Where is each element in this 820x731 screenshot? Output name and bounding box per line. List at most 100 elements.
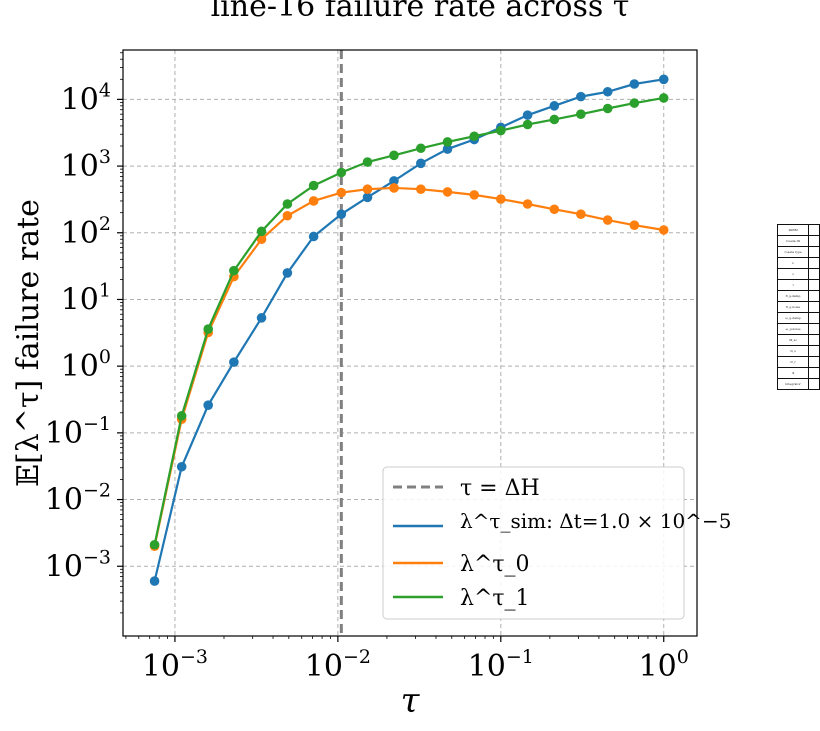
param-key: PARM — [776, 224, 810, 236]
series-0-point — [416, 158, 426, 169]
series-1-point — [336, 187, 347, 198]
param-key: integrator — [776, 378, 810, 390]
series-1-point — [576, 209, 586, 219]
legend-vline-label: τ = ΔH — [460, 476, 540, 501]
param-value — [808, 257, 820, 269]
y-tick-label: 10−1 — [45, 413, 111, 451]
param-row: τ — [776, 279, 820, 291]
series-2-point — [416, 143, 426, 154]
series-0-point — [629, 79, 640, 89]
series-0-point — [336, 209, 347, 219]
param-row: Φ — [776, 367, 820, 379]
param-row: PARM — [776, 224, 820, 236]
legend-sim-label: λ^τ_sim: Δt=1.0 × 10^−5 — [460, 509, 731, 533]
x-axis-ticks: 10−3 10−2 10−1 100 — [125, 636, 689, 684]
series-2-point — [176, 411, 187, 421]
series-1-point — [282, 210, 293, 221]
series-2-point — [522, 119, 533, 130]
param-key: λ — [776, 257, 810, 269]
series-0-point — [602, 86, 613, 97]
series-0-point — [256, 313, 267, 323]
param-value — [808, 224, 820, 236]
param-row: integrator — [776, 378, 820, 390]
param-key: ω_g-damp — [776, 312, 810, 324]
series-0-point — [658, 74, 669, 85]
series-1-point — [522, 199, 533, 209]
series-1-point — [549, 204, 560, 215]
param-key: D_r — [776, 356, 810, 368]
param-value — [808, 235, 820, 247]
x-tick-label: 10−3 — [142, 646, 208, 684]
param-key: θ_g-noise — [776, 301, 810, 313]
series-2-point — [576, 109, 586, 119]
series-1-point — [602, 215, 613, 225]
series-2-point — [389, 150, 399, 161]
param-row: θ_g-damp — [776, 290, 820, 302]
series-0-point — [149, 576, 160, 586]
series-1-point — [308, 196, 319, 206]
param-value — [808, 268, 820, 280]
y-tick-label: 101 — [61, 279, 111, 317]
param-key: roseta ID — [776, 235, 810, 247]
series-1-point — [389, 183, 399, 193]
param-value — [808, 378, 820, 390]
param-key: ε — [776, 268, 810, 280]
series-0-point — [389, 176, 399, 186]
param-key: roseta type — [776, 246, 810, 258]
series-2-point — [203, 324, 213, 334]
param-value — [808, 279, 820, 291]
series-2-point — [308, 180, 319, 191]
series-0-point — [362, 192, 373, 203]
x-tick-label: 10−2 — [305, 646, 371, 684]
plot-frame — [122, 49, 698, 637]
y-tick-label: 104 — [61, 79, 111, 117]
series-1-point — [496, 194, 506, 204]
series-2-point — [149, 539, 160, 550]
y-tick-label: 10−3 — [45, 546, 111, 584]
chart-title: line-16 failure rate across τ — [211, 0, 630, 24]
param-row: roseta type — [776, 246, 820, 258]
param-value — [808, 356, 820, 368]
series-group — [149, 74, 669, 586]
series-1-point — [256, 234, 267, 245]
param-row: ε — [776, 268, 820, 280]
param-row: ω_g-damp — [776, 312, 820, 324]
series-2-point — [629, 98, 640, 108]
series-1-point — [629, 220, 640, 230]
param-row: D_r — [776, 356, 820, 368]
series-2-point — [549, 114, 560, 125]
param-key: θ_g-damp — [776, 290, 810, 302]
series-2-point — [469, 131, 480, 142]
series-0-point — [203, 400, 213, 410]
series-0-point — [522, 110, 533, 120]
param-key: τ — [776, 279, 810, 291]
series-2-point — [256, 226, 267, 237]
param-value — [808, 345, 820, 357]
series-1-point — [469, 190, 480, 200]
param-row: roseta ID — [776, 235, 820, 247]
param-value — [808, 290, 820, 302]
y-axis-ticks: 10−3 10−2 10−1 100 101 102 103 104 — [45, 52, 123, 614]
x-tick-label: 10−1 — [468, 646, 534, 684]
series-2-point — [658, 93, 669, 103]
series-1-point — [416, 184, 426, 195]
param-value — [808, 323, 820, 335]
param-value — [808, 334, 820, 346]
x-axis-label: τ — [401, 681, 421, 721]
series-2-point — [442, 137, 453, 147]
param-row: λ — [776, 257, 820, 269]
param-row: θ_g-noise — [776, 301, 820, 313]
y-axis-label: 𝔼[λ^τ] failure rate — [11, 199, 46, 487]
legend: τ = ΔH λ^τ_sim: Δt=1.0 × 10^−5 λ^τ_0 λ^τ… — [382, 466, 731, 620]
series-1-point — [442, 187, 453, 197]
y-tick-label: 10−2 — [45, 480, 111, 518]
param-key: M_sc — [776, 334, 810, 346]
series-2-point — [282, 199, 293, 209]
param-key: D_s — [776, 345, 810, 357]
param-key: Φ — [776, 367, 810, 379]
series-0-point — [229, 357, 239, 367]
param-key: ω_g-noise — [776, 323, 810, 335]
param-value — [808, 246, 820, 258]
y-tick-label: 103 — [61, 146, 111, 184]
